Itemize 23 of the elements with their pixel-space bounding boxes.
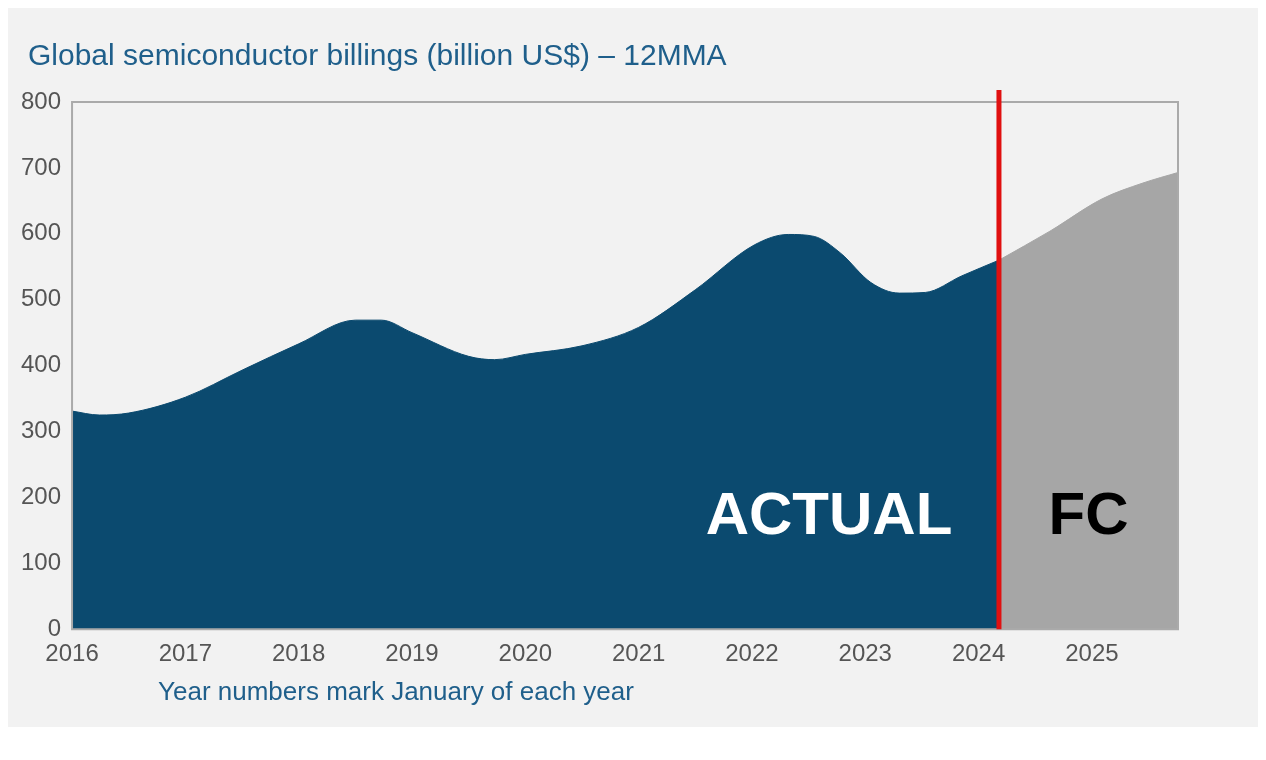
x-tick-label: 2016 — [45, 639, 99, 667]
series-label: ACTUAL — [705, 480, 953, 548]
x-tick-label: 2025 — [1065, 639, 1119, 667]
x-tick-label: 2018 — [271, 639, 326, 667]
y-tick-label: 400 — [21, 350, 62, 378]
y-tick-label: 300 — [21, 416, 62, 444]
chart-title: Global semiconductor billings (billion US$) – 12MMA — [27, 37, 728, 73]
x-tick-label: 2020 — [498, 639, 552, 667]
y-tick-label: 600 — [21, 218, 62, 246]
y-tick-label: 700 — [21, 152, 62, 180]
x-tick-label: 2017 — [158, 639, 213, 667]
y-tick-label: 100 — [21, 547, 62, 575]
y-tick-label: 200 — [21, 482, 62, 510]
text: Year numbers mark January of each year — [157, 675, 635, 708]
y-tick-label: 0 — [47, 613, 62, 641]
x-tick-label: 2023 — [838, 639, 892, 667]
y-tick-label: 800 — [21, 86, 62, 114]
series-label: FC — [1048, 480, 1129, 548]
x-tick-label: 2024 — [951, 639, 1006, 667]
x-tick-label: 2022 — [725, 639, 779, 667]
x-tick-label: 2021 — [611, 639, 666, 667]
x-tick-label: 2019 — [385, 639, 439, 667]
y-tick-label: 500 — [21, 284, 62, 312]
